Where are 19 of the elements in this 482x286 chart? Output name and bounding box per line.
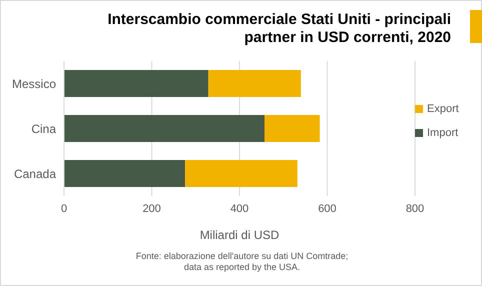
y-tick-label: Cina: [31, 122, 56, 136]
x-tick-label: 800: [406, 202, 424, 215]
bar: [64, 160, 186, 187]
bar: [185, 160, 298, 187]
x-axis-title: Miliardi di USD: [200, 228, 280, 242]
bar: [208, 70, 301, 97]
y-tick-label: Messico: [12, 76, 56, 91]
x-tick-label: 600: [318, 202, 336, 215]
legend-label: Import: [427, 127, 458, 139]
chart-title: Interscambio commerciale Stati Uniti - principali partner in USD correnti, 2020: [106, 11, 451, 47]
x-tick-label: 200: [142, 202, 161, 215]
bar: [264, 115, 320, 142]
source-note: Fonte: elaborazione dell'autore su dati UN Comtrade; data as reported by the USA.: [134, 251, 350, 273]
y-tick-label: Canada: [14, 166, 56, 181]
legend-label: Export: [427, 103, 459, 115]
bar: [64, 70, 208, 97]
x-tick-label: 0: [60, 202, 68, 215]
x-tick-label: 400: [230, 202, 249, 215]
bar: [64, 115, 265, 142]
